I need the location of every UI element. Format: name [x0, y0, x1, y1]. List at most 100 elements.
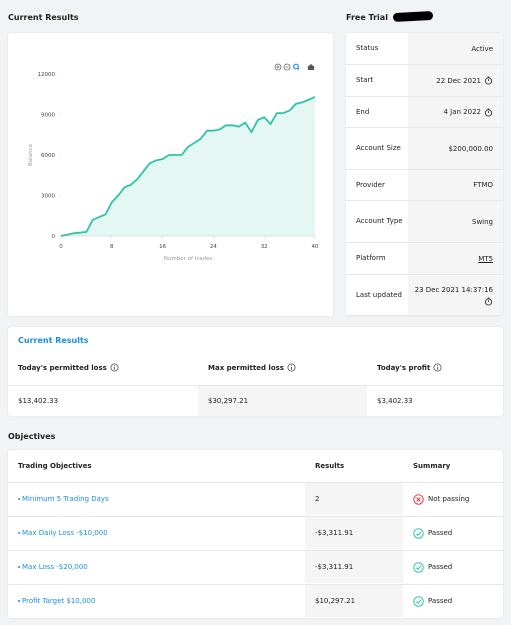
table-cell: Max Loss -$20,000	[8, 550, 305, 583]
card-title: Current Results	[18, 336, 89, 345]
info-label: Provider	[356, 180, 385, 189]
value-cell: $30,297.21	[198, 385, 367, 416]
info-value: FTMO	[408, 170, 503, 200]
value-text: Active	[471, 44, 493, 53]
info-label: Last updated	[356, 290, 402, 299]
y-tick-label: 0	[52, 234, 56, 240]
header-text: Today's permitted loss	[18, 363, 107, 372]
bullet	[18, 498, 20, 500]
info-value: 4 Jan 2022	[408, 97, 503, 127]
value-text: $30,297.21	[208, 397, 249, 405]
column-header: Results	[315, 462, 345, 470]
result-text: $10,297.21	[315, 597, 356, 605]
value-text: $3,402.33	[377, 397, 413, 405]
table-cell: Max Daily Loss -$10,000	[8, 516, 305, 549]
info-value: Swing	[408, 201, 503, 242]
icon	[413, 527, 424, 539]
summary-text: Passed	[428, 529, 453, 537]
value-text: 4 Jan 2022	[443, 108, 481, 116]
table-cell: Passed	[403, 584, 503, 617]
value-text: $200,000.00	[448, 144, 493, 153]
info-value: $200,000.00	[408, 128, 503, 169]
redaction	[392, 10, 434, 23]
y-tick-label: 6000	[41, 153, 55, 159]
info-value: MT5	[408, 243, 503, 274]
value-text: 23 Dec 2021 14:37:16	[414, 285, 493, 294]
info-row: Start 22 Dec 2021	[346, 65, 503, 97]
info-label: Start	[356, 76, 374, 84]
chart-toolbar	[274, 63, 315, 71]
icon	[413, 561, 424, 573]
value-text: FTMO	[473, 181, 493, 189]
table-cell: Passed	[403, 550, 503, 583]
info-row: Last updated 23 Dec 2021 14:37:16	[346, 275, 503, 316]
header-text: Max permitted loss	[208, 363, 284, 372]
line	[60, 96, 316, 237]
info-row: Account Type Swing	[346, 201, 503, 243]
result-text: -$3,311.91	[315, 529, 354, 537]
column-header: Max permitted loss	[208, 363, 296, 372]
x-tick-label: 40	[312, 244, 319, 250]
result-text: -$3,311.91	[315, 563, 354, 571]
result-text: 2	[315, 495, 320, 503]
info-row: Status Active	[346, 33, 503, 65]
info-row: Account Size $200,000.00	[346, 128, 503, 170]
icon	[484, 296, 493, 306]
y-tick-label: 12000	[38, 72, 56, 78]
value-text: Swing	[472, 217, 493, 226]
column-header: Today's permitted loss	[18, 363, 119, 372]
icon	[433, 363, 442, 372]
header-text: Today's profit	[377, 363, 431, 372]
x-tick-label: 0	[59, 244, 63, 250]
objective-link[interactable]: Max Loss -$20,000	[22, 563, 88, 571]
value-text: 22 Dec 2021	[436, 76, 481, 85]
bullet	[18, 532, 20, 534]
objectives-table: Trading Objectives Results Summary Minimum …	[8, 450, 503, 618]
table-cell: Profit Target $10,000	[8, 584, 305, 617]
info-label: Platform	[356, 254, 386, 262]
icon	[287, 363, 296, 372]
value-text: $13,402.33	[18, 397, 59, 405]
icon	[413, 493, 424, 505]
table-cell: $10,297.21	[305, 584, 403, 617]
y-axis-label: Balance	[28, 143, 34, 166]
x-tick-label: 8	[110, 244, 114, 250]
table-cell: Passed	[403, 516, 503, 549]
icon	[484, 76, 493, 85]
value-cell: $13,402.33	[8, 385, 198, 416]
y-tick-label: 9000	[41, 113, 55, 119]
area	[61, 96, 315, 236]
chart-card: 0 3000 6000 9000 12000 0 8 16 24 32 40 Number of tr…	[8, 33, 333, 316]
table-cell: Minimum 5 Trading Days	[8, 482, 305, 515]
chart: 0 3000 6000 9000 12000 0 8 16 24 32 40 Number of tr…	[28, 63, 319, 262]
bullet	[18, 566, 20, 568]
info-value: 23 Dec 2021 14:37:16	[408, 275, 503, 315]
results-card: Current Results Today's permitted loss $1…	[8, 327, 503, 416]
icon	[413, 595, 424, 607]
x-axis-label: Number of trades	[164, 256, 213, 262]
info-label: Account Size	[356, 144, 401, 152]
info-value: Active	[408, 33, 503, 64]
value-cell: $3,402.33	[367, 385, 503, 416]
column-header: Trading Objectives	[18, 462, 92, 470]
objective-link[interactable]: Max Daily Loss -$10,000	[22, 529, 108, 537]
info-label: Account Type	[356, 217, 403, 225]
icon	[110, 363, 119, 372]
y-tick-label: 3000	[41, 194, 55, 200]
section-title: Free Trial	[346, 13, 388, 22]
objective-link[interactable]: Profit Target $10,000	[22, 597, 96, 605]
info-row: Platform MT5	[346, 243, 503, 275]
table-cell: -$3,311.91	[305, 516, 403, 549]
table-cell: Not passing	[403, 482, 503, 515]
info-row: End 4 Jan 2022	[346, 97, 503, 128]
info-label: Status	[356, 44, 379, 52]
section-title: Objectives	[8, 432, 56, 441]
section-title: Current Results	[8, 13, 79, 22]
column-header: Summary	[413, 462, 451, 470]
summary-text: Passed	[428, 597, 453, 605]
info-row: Provider FTMO	[346, 170, 503, 201]
objective-link[interactable]: Minimum 5 Trading Days	[22, 495, 109, 503]
table-cell: 2	[305, 482, 403, 515]
column-header: Today's profit	[377, 363, 442, 372]
